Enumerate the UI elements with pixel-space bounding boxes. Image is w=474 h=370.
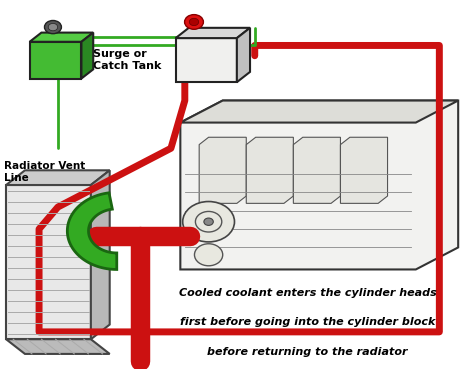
Circle shape xyxy=(184,14,203,29)
Polygon shape xyxy=(340,137,388,204)
Polygon shape xyxy=(180,101,458,269)
Polygon shape xyxy=(176,38,237,82)
Circle shape xyxy=(48,23,58,31)
Text: first before going into the cylinder block: first before going into the cylinder blo… xyxy=(180,317,435,327)
Polygon shape xyxy=(67,193,117,269)
Polygon shape xyxy=(6,185,91,339)
Circle shape xyxy=(194,244,223,266)
Polygon shape xyxy=(6,170,109,185)
Text: Cooled coolant enters the cylinder heads: Cooled coolant enters the cylinder heads xyxy=(179,288,437,298)
Circle shape xyxy=(45,20,62,34)
Circle shape xyxy=(204,218,213,225)
Polygon shape xyxy=(293,137,340,204)
Polygon shape xyxy=(91,170,109,339)
Text: before returning to the radiator: before returning to the radiator xyxy=(207,347,408,357)
Text: Expansion
Tank: Expansion Tank xyxy=(179,49,243,71)
Polygon shape xyxy=(180,101,458,122)
Text: Radiator Vent
Line: Radiator Vent Line xyxy=(4,161,85,183)
Polygon shape xyxy=(82,33,93,78)
Polygon shape xyxy=(176,28,250,38)
Polygon shape xyxy=(30,42,82,78)
Circle shape xyxy=(182,202,235,242)
Circle shape xyxy=(189,18,199,26)
Polygon shape xyxy=(6,339,109,354)
Polygon shape xyxy=(199,137,246,204)
Polygon shape xyxy=(30,33,93,42)
Text: Surge or
Catch Tank: Surge or Catch Tank xyxy=(93,49,162,71)
Polygon shape xyxy=(237,28,250,82)
Polygon shape xyxy=(246,137,293,204)
